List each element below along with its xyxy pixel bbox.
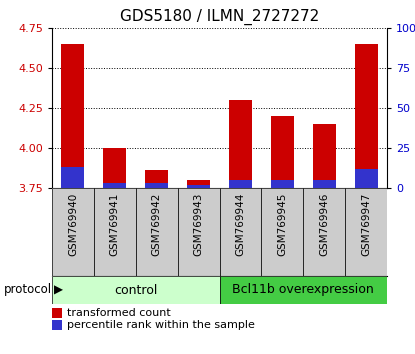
Bar (271, 180, 294, 188)
Text: GSM769945: GSM769945 (277, 193, 287, 256)
Bar (345, 188, 387, 276)
Bar (271, 116, 294, 188)
Bar (229, 100, 252, 188)
Text: GSM769942: GSM769942 (152, 193, 162, 256)
Bar (61, 167, 85, 188)
Bar (103, 148, 126, 188)
Text: GSM769947: GSM769947 (361, 193, 371, 256)
Bar (145, 183, 168, 188)
Text: protocol: protocol (4, 284, 52, 297)
Bar (220, 188, 261, 276)
Bar (52, 188, 94, 276)
Bar (187, 185, 210, 188)
Text: GSM769944: GSM769944 (235, 193, 245, 256)
Text: GSM769943: GSM769943 (193, 193, 204, 256)
Bar (145, 170, 168, 188)
Text: ▶: ▶ (54, 284, 63, 297)
Text: percentile rank within the sample: percentile rank within the sample (66, 320, 254, 330)
Bar (61, 44, 85, 188)
Title: GDS5180 / ILMN_2727272: GDS5180 / ILMN_2727272 (120, 9, 319, 25)
Text: GSM769941: GSM769941 (110, 193, 120, 256)
Bar (178, 188, 220, 276)
Bar (103, 183, 126, 188)
Bar (303, 188, 345, 276)
Bar (312, 124, 336, 188)
Text: Bcl11b overexpression: Bcl11b overexpression (232, 284, 374, 297)
Text: transformed count: transformed count (66, 308, 170, 318)
Bar (220, 276, 387, 304)
Bar (52, 276, 220, 304)
Bar (312, 180, 336, 188)
Bar (354, 44, 378, 188)
Text: GSM769946: GSM769946 (319, 193, 329, 256)
Text: GSM769940: GSM769940 (68, 193, 78, 256)
Bar (229, 180, 252, 188)
Bar (261, 188, 303, 276)
Bar (94, 188, 136, 276)
Bar (187, 180, 210, 188)
Bar (136, 188, 178, 276)
Bar (354, 169, 378, 188)
Text: control: control (114, 284, 157, 297)
